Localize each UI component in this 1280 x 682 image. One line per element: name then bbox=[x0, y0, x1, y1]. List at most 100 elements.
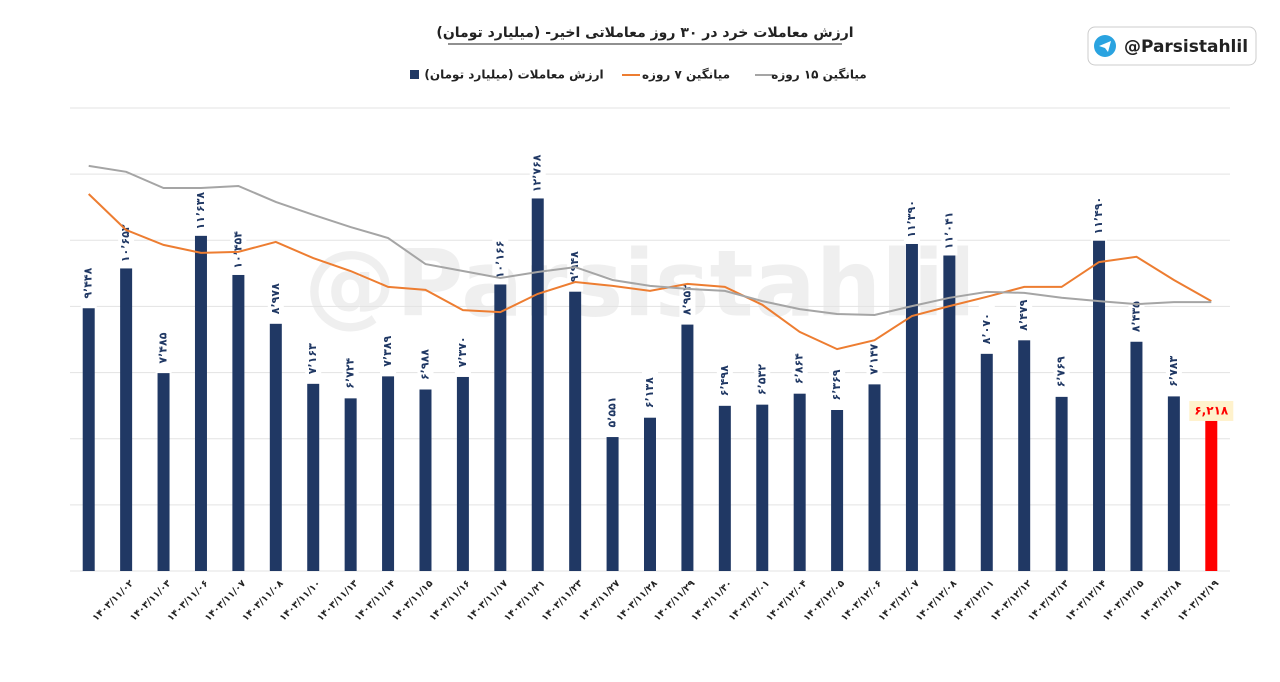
value-label-box bbox=[978, 303, 995, 354]
value-label-box bbox=[454, 326, 471, 377]
grid bbox=[70, 107, 1230, 572]
bar bbox=[569, 291, 582, 571]
value-label-box bbox=[192, 185, 209, 236]
value-label: ۱۲٬۷۶۸ bbox=[531, 154, 544, 192]
bar bbox=[1093, 240, 1106, 571]
bar bbox=[307, 383, 320, 571]
value-label: ۷٬۱۶۳ bbox=[306, 343, 319, 374]
value-label-box bbox=[1189, 400, 1234, 421]
bar bbox=[1205, 414, 1218, 571]
value-label: ۶٬۹۸۸ bbox=[418, 349, 431, 380]
value-label: ۱۰٬۶۵۲ bbox=[119, 224, 132, 262]
value-label: ۸٬۹۵۲ bbox=[680, 284, 693, 315]
value-label-box bbox=[1165, 346, 1182, 397]
bar bbox=[606, 437, 619, 571]
bar bbox=[1055, 396, 1068, 571]
bar bbox=[644, 417, 656, 571]
value-label: ۸٬۹۷۸ bbox=[269, 283, 282, 314]
value-label: ۶٬۴۹۸ bbox=[718, 365, 731, 396]
value-label: ۸٬۴۳۵ bbox=[1129, 301, 1142, 332]
value-label: ۱۱٬۳۹۰ bbox=[905, 200, 918, 238]
value-label: ۷٬۳۷۰ bbox=[456, 336, 469, 367]
legend-label: ارزش معاملات (میلیارد تومان) bbox=[424, 68, 603, 83]
bar bbox=[419, 389, 432, 571]
value-label: ۷٬۴۸۵ bbox=[157, 332, 170, 363]
value-label-box bbox=[903, 193, 920, 244]
bar bbox=[120, 268, 133, 571]
line bbox=[88, 193, 1212, 351]
bar bbox=[157, 373, 170, 571]
line bbox=[88, 164, 1212, 317]
value-label-box bbox=[1016, 290, 1033, 341]
value-label-box bbox=[267, 273, 284, 324]
bar bbox=[1167, 396, 1180, 571]
value-label: ۶٬۷۸۳ bbox=[1167, 355, 1180, 386]
bar bbox=[232, 274, 245, 571]
legend-label: میانگین ۷ روزه bbox=[642, 68, 730, 83]
bar bbox=[718, 405, 731, 571]
value-label-box bbox=[716, 355, 733, 406]
value-label-box bbox=[679, 274, 696, 325]
value-label: ۶٬۱۳۸ bbox=[643, 377, 656, 408]
value-label: ۱۱٬۴۹۰ bbox=[1092, 197, 1105, 235]
value-label-box bbox=[417, 339, 434, 390]
value-label: ۱۰٬۱۶۶ bbox=[493, 241, 506, 279]
value-label-box bbox=[1091, 190, 1108, 241]
bar bbox=[194, 235, 207, 571]
value-label: ۸٬۰۷۰ bbox=[980, 313, 993, 344]
value-label-box bbox=[529, 148, 546, 199]
bar bbox=[905, 243, 918, 571]
bar bbox=[82, 308, 95, 571]
value-label: ۶٬۵۳۲ bbox=[755, 364, 768, 395]
value-label-box bbox=[80, 258, 97, 309]
value-label-box bbox=[492, 234, 509, 285]
value-label: ۶,۲۱۸ bbox=[1194, 403, 1229, 417]
bar bbox=[980, 353, 993, 571]
bar bbox=[344, 398, 357, 571]
value-label-box bbox=[155, 323, 172, 374]
bar bbox=[793, 393, 806, 571]
bar bbox=[831, 409, 844, 571]
chart-title: ارزش معاملات خرد در ۳۰ روز معاملاتی اخیر… bbox=[436, 25, 853, 41]
bar bbox=[456, 376, 469, 571]
value-label-box bbox=[941, 205, 958, 256]
value-label-box bbox=[342, 348, 359, 399]
legend-swatch bbox=[410, 70, 419, 79]
value-label-box bbox=[791, 343, 808, 394]
value-label-box bbox=[1053, 346, 1070, 397]
value-label-box bbox=[866, 334, 883, 385]
bar bbox=[868, 384, 881, 571]
value-label: ۶٬۸۶۴ bbox=[793, 353, 806, 384]
bar bbox=[1018, 340, 1031, 571]
value-label: ۱۱٬۶۳۸ bbox=[194, 192, 207, 230]
value-label-box bbox=[230, 224, 247, 275]
value-label: ۶٬۳۶۹ bbox=[830, 369, 843, 400]
legend: ارزش معاملات (میلیارد تومان) میانگین ۷ رو… bbox=[410, 68, 867, 83]
value-label-box bbox=[642, 367, 658, 418]
value-label: ۵٬۵۵۱ bbox=[606, 397, 619, 428]
value-label-box bbox=[754, 354, 771, 405]
value-label-box bbox=[305, 333, 322, 384]
legend-label: میانگین ۱۵ روزه bbox=[771, 68, 866, 83]
badge-text: @Parsistahlil bbox=[1124, 37, 1248, 57]
value-label: ۷٬۱۴۷ bbox=[868, 343, 881, 374]
value-label: ۸٬۴۷۹ bbox=[1017, 299, 1030, 330]
value-label: ۶٬۷۶۹ bbox=[1055, 356, 1068, 387]
bar bbox=[756, 404, 769, 571]
value-label-box bbox=[380, 326, 397, 377]
value-label: ۱۱٬۰۴۱ bbox=[942, 212, 955, 250]
value-label: ۱۰٬۴۵۴ bbox=[231, 231, 244, 269]
value-label: ۷٬۳۸۹ bbox=[381, 335, 394, 366]
badge: @Parsistahlil bbox=[1087, 26, 1257, 66]
bar bbox=[531, 198, 544, 571]
bar bbox=[382, 376, 395, 571]
bar bbox=[943, 255, 956, 571]
telegram-plane bbox=[1099, 41, 1111, 52]
value-label-box bbox=[829, 359, 846, 410]
value-label: ۶٬۷۲۴ bbox=[344, 357, 357, 388]
bar bbox=[494, 284, 507, 571]
bar bbox=[269, 323, 282, 571]
value-label: ۹٬۴۴۸ bbox=[82, 267, 95, 298]
value-label-box bbox=[604, 387, 621, 438]
